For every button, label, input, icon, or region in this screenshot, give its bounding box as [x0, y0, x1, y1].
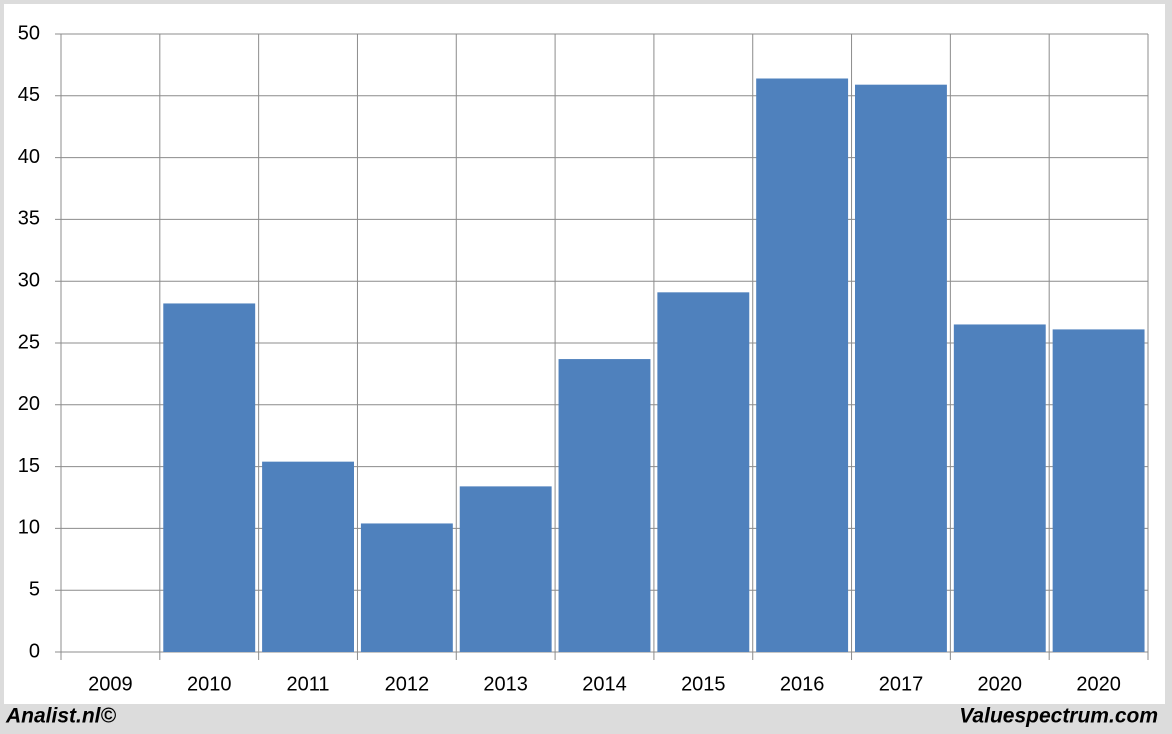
x-tick-label: 2020	[978, 673, 1023, 695]
y-tick-label: 35	[18, 208, 40, 230]
y-tick-label: 25	[18, 331, 40, 353]
y-tick-label: 45	[18, 84, 40, 106]
x-tick-label: 2020	[1076, 673, 1121, 695]
bar	[262, 461, 354, 652]
y-tick-label: 5	[29, 578, 40, 600]
x-tick-label: 2011	[287, 673, 330, 695]
bar	[756, 78, 849, 653]
bar	[855, 84, 947, 652]
x-tick-label: 2010	[187, 673, 232, 695]
x-tick-label: 2012	[385, 673, 430, 695]
y-tick-label: 20	[18, 393, 40, 415]
bar	[1052, 329, 1145, 652]
y-tick-label: 10	[18, 517, 40, 539]
x-tick-label: 2015	[681, 673, 726, 695]
x-tick-label: 2016	[780, 673, 825, 695]
y-tick-label: 30	[18, 269, 40, 291]
x-tick-label: 2017	[879, 673, 924, 695]
x-tick-label: 2014	[582, 673, 627, 695]
x-tick-label: 2009	[88, 673, 133, 695]
bar	[163, 303, 256, 652]
footer-left: Analist.nl©	[5, 705, 117, 728]
footer-right: Valuespectrum.com	[959, 705, 1158, 728]
x-tick-label: 2013	[483, 673, 528, 695]
y-tick-label: 15	[18, 455, 40, 477]
bar	[953, 324, 1046, 652]
bar	[657, 292, 750, 652]
bar	[360, 523, 453, 652]
bar	[459, 486, 552, 652]
bar	[558, 359, 651, 652]
y-tick-label: 50	[18, 22, 40, 44]
y-tick-label: 0	[29, 640, 40, 662]
y-tick-label: 40	[18, 146, 40, 168]
